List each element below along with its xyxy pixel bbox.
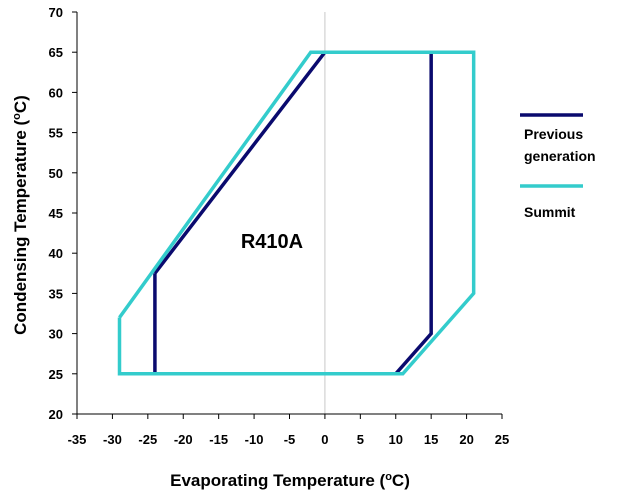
legend-label-previous-line1: Previous	[524, 126, 583, 142]
x-tick-label: 0	[321, 432, 328, 447]
y-tick-label: 45	[49, 206, 63, 221]
x-tick-label: -5	[284, 432, 296, 447]
annotation-r410a: R410A	[241, 231, 303, 253]
x-tick-label: 10	[389, 432, 403, 447]
x-tick-label: -35	[68, 432, 87, 447]
y-tick-label: 60	[49, 85, 63, 100]
y-tick-label: 65	[49, 45, 63, 60]
y-tick-label: 25	[49, 367, 63, 382]
x-tick-label: 15	[424, 432, 438, 447]
x-tick-label: 25	[495, 432, 509, 447]
x-tick-label: -15	[209, 432, 228, 447]
y-tick-label: 70	[49, 5, 63, 20]
x-tick-label: 5	[357, 432, 364, 447]
x-tick-label: -30	[103, 432, 122, 447]
y-axis-title: Condensing Temperature (oC)	[11, 95, 30, 335]
series-layer	[117, 50, 476, 376]
legend-label-summit: Summit	[524, 204, 576, 220]
y-tick-label: 35	[49, 286, 63, 301]
y-tick-label: 20	[49, 407, 63, 422]
y-tick-label: 30	[49, 327, 63, 342]
x-tick-label: -20	[174, 432, 193, 447]
legend-label-previous-line2: generation	[524, 148, 596, 164]
tick-labels: -35 -30 -25 -20 -15 -10 -5 0 5 10 15 20 25 20 25 30 35 40…	[49, 5, 510, 447]
x-tick-label: -25	[138, 432, 157, 447]
y-tick-label: 40	[49, 246, 63, 261]
x-axis-title: Evaporating Temperature (oC)	[170, 471, 410, 490]
legend: Previous generation Summit	[520, 113, 596, 220]
series-summit-line	[117, 50, 476, 376]
x-tick-label: -10	[245, 432, 264, 447]
x-tick-label: 20	[459, 432, 473, 447]
y-tick-label: 50	[49, 166, 63, 181]
y-tick-label: 55	[49, 126, 63, 141]
